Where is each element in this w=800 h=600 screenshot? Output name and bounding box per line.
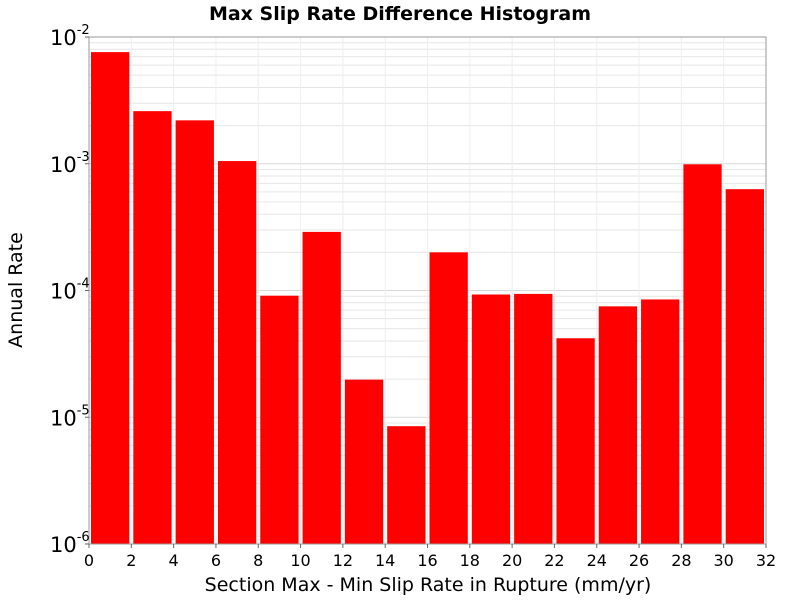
histogram-bar	[302, 231, 341, 544]
y-tick-label: 10-5	[50, 403, 90, 430]
histogram-bar	[683, 164, 722, 545]
x-tick-label: 2	[126, 551, 136, 570]
x-tick-label: 14	[375, 551, 395, 570]
x-tick-label: 12	[333, 551, 353, 570]
histogram-bar	[175, 120, 214, 544]
x-tick-label: 32	[756, 551, 776, 570]
x-tick-label: 28	[671, 551, 691, 570]
x-tick-label: 4	[169, 551, 179, 570]
histogram-bar	[344, 379, 384, 544]
x-tick-label: 22	[544, 551, 564, 570]
histogram-bar	[260, 295, 299, 544]
histogram-bar	[217, 161, 257, 544]
x-tick-label: 30	[714, 551, 734, 570]
y-tick-label: 10-2	[50, 23, 90, 50]
histogram-bar	[387, 426, 426, 544]
histogram-bar	[641, 299, 680, 544]
x-axis-label: Section Max - Min Slip Rate in Rupture (…	[205, 574, 652, 596]
x-axis-ticks: 0 2 4 6 8 10 12 14 16 18 20 22 24 26 28 30 32	[84, 544, 776, 570]
histogram-bar	[514, 293, 553, 544]
x-tick-label: 26	[629, 551, 649, 570]
y-tick-label: 10-4	[50, 277, 90, 304]
histogram-bar	[556, 338, 595, 544]
histogram-bar	[133, 111, 172, 544]
y-tick-label: 10-3	[50, 150, 90, 177]
x-tick-label: 6	[211, 551, 221, 570]
x-tick-label: 10	[290, 551, 310, 570]
y-axis-ticks: 10-6 10-5 10-4 10-3 10-2	[50, 23, 90, 557]
chart-title: Max Slip Rate Difference Histogram	[209, 3, 591, 25]
histogram-bar	[725, 189, 764, 544]
x-tick-label: 8	[253, 551, 263, 570]
histogram-bar	[429, 252, 468, 544]
x-tick-label: 0	[84, 551, 94, 570]
x-tick-label: 18	[460, 551, 480, 570]
x-tick-label: 24	[587, 551, 607, 570]
histogram-bar	[91, 52, 130, 545]
y-axis-label: Annual Rate	[5, 232, 27, 348]
y-tick-label: 10-6	[50, 530, 90, 557]
histogram-bar	[471, 294, 511, 544]
histogram-bar	[598, 306, 638, 544]
x-tick-label: 20	[502, 551, 522, 570]
bars-group	[91, 52, 764, 545]
x-tick-label: 16	[417, 551, 437, 570]
